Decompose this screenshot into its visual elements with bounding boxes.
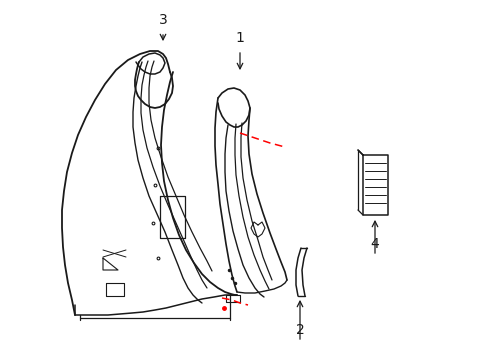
Text: 2: 2 — [295, 323, 304, 337]
Text: 3: 3 — [158, 13, 167, 27]
Text: 4: 4 — [370, 237, 379, 251]
Text: 1: 1 — [235, 31, 244, 45]
